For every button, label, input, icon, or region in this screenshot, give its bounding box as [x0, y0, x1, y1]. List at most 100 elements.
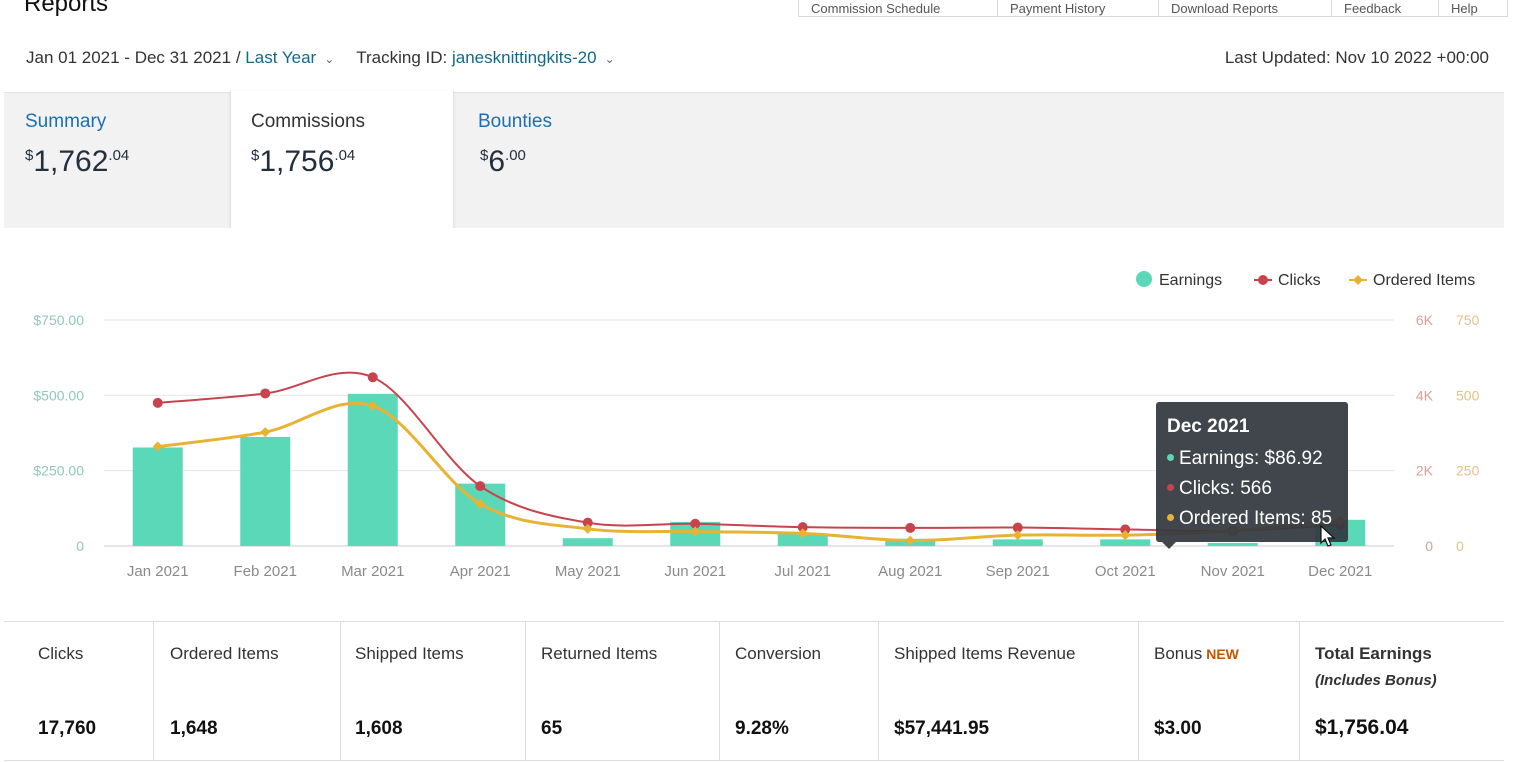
legend-clicks-icon	[1258, 275, 1268, 285]
left-axis-tick: $250.00	[33, 463, 84, 479]
right-axis-items-tick: 250	[1456, 463, 1480, 479]
commissions-amount: $1,756.04	[251, 145, 356, 178]
ordered-items-point	[260, 427, 271, 438]
stat-ordered-items: Ordered Items 1,648	[154, 622, 341, 760]
legend-earnings-label: Earnings	[1159, 272, 1222, 289]
legend-clicks-label: Clicks	[1278, 272, 1321, 289]
clicks-dot-icon	[1167, 484, 1174, 491]
tab-bounties[interactable]: Bounties $6.00	[454, 93, 674, 229]
ordered-items-point	[475, 498, 486, 509]
earnings-bar	[777, 533, 828, 546]
tab-payment-history[interactable]: Payment History	[997, 0, 1159, 17]
tab-help[interactable]: Help	[1438, 0, 1508, 17]
ordered-items-line	[157, 401, 1341, 543]
report-top-tabs: Commission Schedule Payment History Down…	[798, 0, 1508, 17]
earnings-bar	[240, 436, 291, 546]
earnings-bar	[347, 393, 398, 546]
ordered-items-point	[1012, 530, 1023, 541]
stat-bonus: Bonus NEW $3.00	[1139, 622, 1300, 760]
ordered-items-point	[367, 400, 378, 411]
tracking-id-dropdown[interactable]: janesknittingkits-20	[452, 48, 597, 67]
earnings-bar	[992, 539, 1043, 546]
stat-conversion: Conversion 9.28%	[720, 622, 879, 760]
tab-feedback[interactable]: Feedback	[1331, 0, 1439, 17]
earnings-bar	[1207, 542, 1258, 546]
x-axis-label: Sep 2021	[986, 563, 1050, 580]
right-axis-items-tick: 0	[1456, 538, 1464, 554]
stat-returned-items: Returned Items 65	[526, 622, 720, 760]
stat-label: Bonus NEW	[1154, 644, 1239, 663]
stat-value: 9.28%	[735, 718, 789, 739]
mouse-pointer-icon	[1320, 525, 1336, 547]
x-axis-label: Jun 2021	[664, 563, 726, 580]
legend-earnings-icon	[1136, 271, 1152, 287]
ordered-items-point	[690, 526, 701, 537]
tab-commissions[interactable]: Commissions $1,756.04	[230, 91, 454, 233]
date-range-text: Jan 01 2021 - Dec 31 2021 /	[26, 48, 241, 67]
chevron-down-icon[interactable]: ⌄	[604, 52, 615, 66]
filter-bar: Jan 01 2021 - Dec 31 2021 / Last Year ⌄ T…	[26, 48, 637, 68]
stat-value: 1,648	[170, 718, 218, 739]
tooltip-clicks: Clicks: 566	[1167, 478, 1272, 500]
tab-commission-schedule[interactable]: Commission Schedule	[798, 0, 998, 17]
stat-shipped-items-revenue: Shipped Items Revenue $57,441.95	[879, 622, 1139, 760]
x-axis-label: Mar 2021	[341, 563, 404, 580]
legend-ordered-items-icon	[1353, 275, 1363, 285]
x-axis-label: Jul 2021	[774, 563, 831, 580]
stat-label: Shipped Items	[355, 644, 464, 663]
last-updated-text: Last Updated: Nov 10 2022 +00:00	[1224, 48, 1489, 67]
ordered-items-point	[582, 523, 593, 534]
x-axis-label: Jan 2021	[127, 563, 189, 580]
period-dropdown[interactable]: Last Year	[245, 48, 317, 67]
earnings-bar	[132, 447, 183, 546]
clicks-point	[905, 522, 916, 533]
stat-value: 1,608	[355, 718, 403, 739]
x-axis-label: Oct 2021	[1095, 563, 1156, 580]
page-title: Reports	[24, 0, 109, 17]
stat-label: Total Earnings	[1315, 644, 1432, 663]
right-axis-clicks-tick: 2K	[1416, 463, 1434, 479]
tab-download-reports[interactable]: Download Reports	[1158, 0, 1332, 17]
tab-summary-label: Summary	[25, 111, 107, 132]
right-axis-clicks-tick: 4K	[1416, 387, 1434, 403]
chart-tooltip: Dec 2021 Earnings: $86.92 Clicks: 566 Or…	[1156, 402, 1348, 549]
clicks-point	[797, 522, 808, 533]
right-axis-clicks-tick: 0	[1425, 538, 1433, 554]
stats-bar: Clicks 17,760 Ordered Items 1,648 Shippe…	[4, 621, 1504, 761]
stat-label: Conversion	[735, 644, 821, 663]
stat-clicks: Clicks 17,760	[4, 622, 154, 760]
tooltip-earnings: Earnings: $86.92	[1167, 448, 1323, 470]
left-axis-tick: $750.00	[33, 312, 84, 328]
earnings-bar	[562, 538, 613, 546]
x-axis-label: Apr 2021	[450, 563, 511, 580]
clicks-point	[582, 517, 593, 528]
legend-ordered-items-label: Ordered Items	[1373, 272, 1475, 289]
chevron-down-icon[interactable]: ⌄	[324, 52, 335, 66]
earnings-bar	[1100, 539, 1151, 546]
stat-label: Returned Items	[541, 644, 658, 663]
clicks-point	[260, 388, 271, 399]
tooltip-title: Dec 2021	[1167, 416, 1250, 437]
left-axis-tick: 0	[76, 538, 84, 554]
ordered-items-dot-icon	[1167, 514, 1174, 521]
ordered-items-point	[797, 528, 808, 539]
clicks-line	[157, 371, 1341, 533]
clicks-point	[690, 518, 701, 529]
left-axis-tick: $500.00	[33, 387, 84, 403]
earnings-bar	[455, 483, 506, 546]
stat-value: $1,756.04	[1315, 716, 1409, 739]
stat-label: Clicks	[38, 644, 84, 663]
clicks-point	[1120, 524, 1131, 535]
summary-tabs-panel: Summary $1,762.04 Commissions $1,756.04 …	[4, 91, 1504, 233]
ordered-items-point	[152, 441, 163, 452]
stat-sub-label: (Includes Bonus)	[1315, 672, 1437, 689]
earnings-dot-icon	[1167, 454, 1174, 461]
clicks-point	[475, 481, 486, 492]
summary-amount: $1,762.04	[25, 145, 130, 178]
right-axis-clicks-tick: 6K	[1416, 312, 1434, 328]
tab-bounties-label: Bounties	[478, 111, 552, 132]
tooltip-ordered-items: Ordered Items: 85	[1167, 508, 1332, 530]
new-badge: NEW	[1206, 646, 1239, 662]
tab-summary[interactable]: Summary $1,762.04	[4, 93, 230, 229]
x-axis-label: Aug 2021	[878, 563, 942, 580]
